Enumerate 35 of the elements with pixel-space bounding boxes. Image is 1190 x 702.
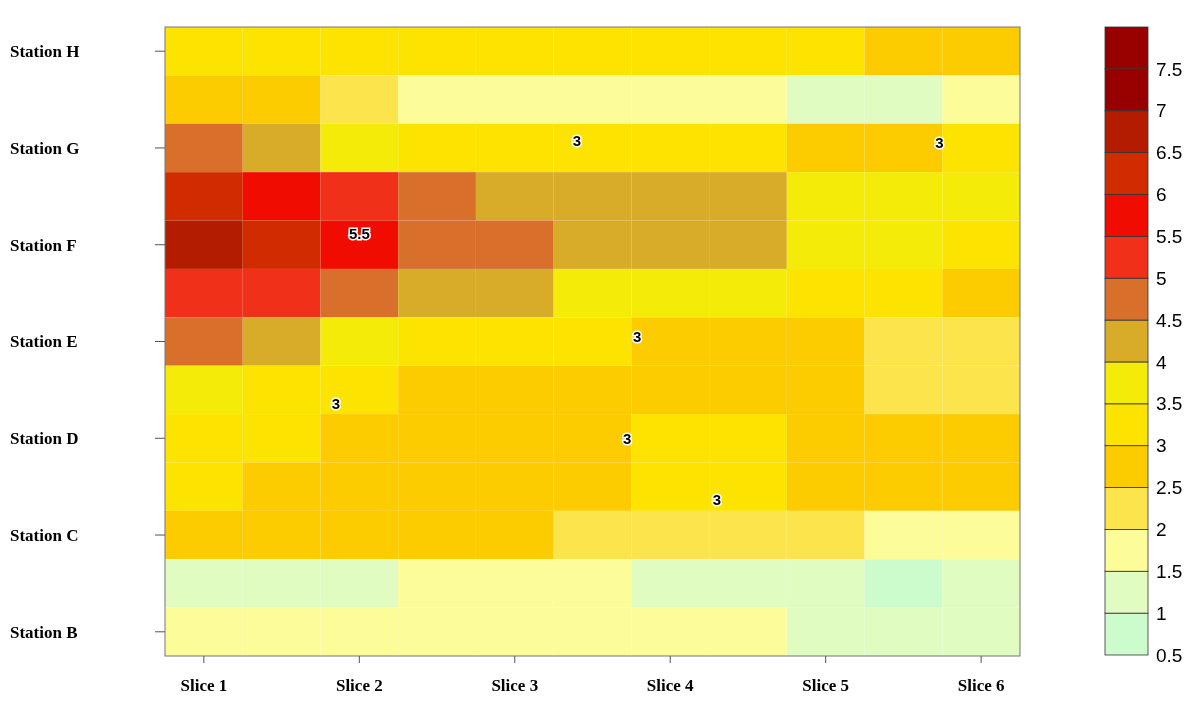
annotation: 3	[712, 490, 722, 508]
color-bar-label: 6	[1156, 184, 1167, 206]
color-bar-label: 0.5	[1156, 644, 1183, 666]
y-tick-label: Station H	[10, 42, 80, 62]
annotation: 5.5	[348, 225, 370, 243]
color-bar-label: 3.5	[1156, 393, 1183, 415]
color-bar-label: 7	[1156, 100, 1167, 122]
y-tick-label: Station F	[10, 235, 77, 255]
x-tick-label: Slice 3	[491, 676, 539, 695]
color-bar-label: 2	[1156, 519, 1167, 541]
x-tick-label: Slice 6	[957, 676, 1005, 695]
color-bar-label: 5.5	[1156, 225, 1183, 247]
color-bar-label: 3	[1156, 435, 1167, 457]
color-bar-label: 1.5	[1156, 560, 1183, 582]
y-tick-label: Station G	[10, 138, 80, 158]
x-tick-label: Slice 4	[646, 676, 695, 695]
color-bar-label: 1	[1156, 602, 1167, 624]
x-tick-label: Slice 2	[335, 676, 383, 695]
color-bar-label: 4	[1156, 351, 1167, 373]
y-tick-label: Station E	[10, 332, 78, 352]
color-bar-label: 4.5	[1156, 309, 1183, 331]
color-bar-label: 7.5	[1156, 58, 1183, 80]
annotation: 3	[935, 134, 944, 152]
annotation: 3	[572, 132, 582, 150]
color-bar-label: 5	[1156, 267, 1167, 289]
annotation: 3	[632, 327, 642, 345]
color-bar-label: 6.5	[1156, 142, 1183, 164]
x-tick-label: Slice 5	[802, 676, 850, 695]
y-tick-label: Station C	[10, 525, 79, 545]
x-tick-label: Slice 1	[180, 676, 228, 695]
color-bar-label: 2.5	[1156, 477, 1183, 499]
y-tick-label: Station B	[10, 622, 78, 642]
y-tick-label: Station D	[10, 429, 79, 449]
annotation: 3	[622, 429, 632, 447]
annotation: 3	[331, 394, 341, 412]
